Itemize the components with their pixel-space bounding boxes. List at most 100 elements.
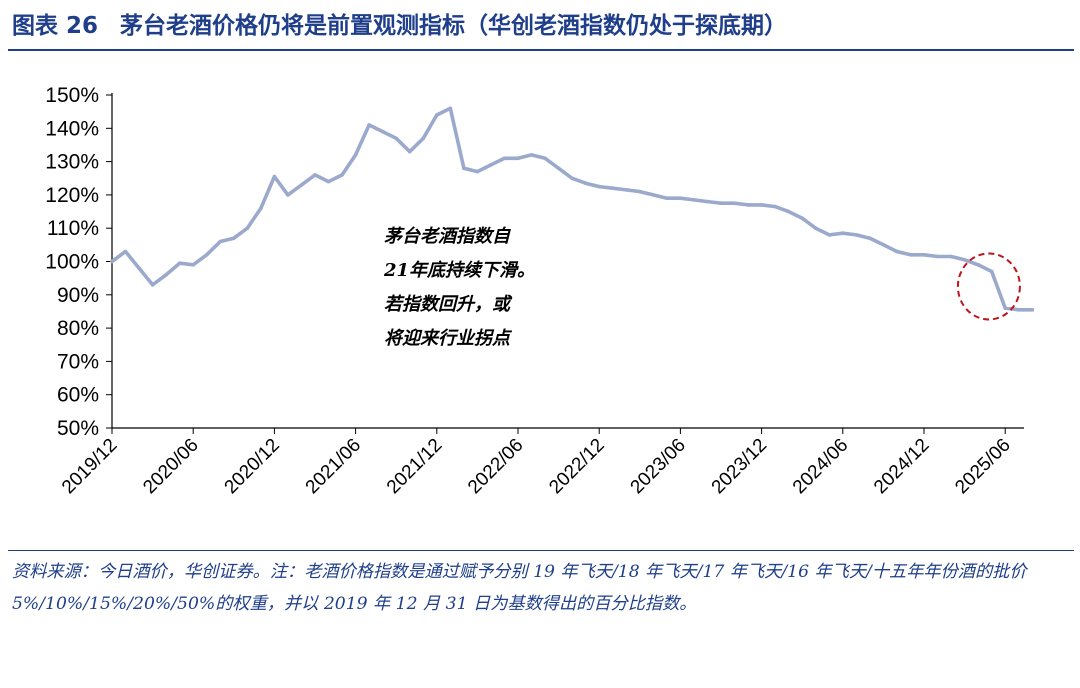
- y-tick-label: 120%: [45, 184, 99, 207]
- source-note: 资料来源：今日酒价，华创证券。注：老酒价格指数是通过赋予分别 19 年飞天/18…: [12, 562, 1027, 614]
- x-tick-label: 2020/12: [221, 435, 284, 498]
- data-point: [976, 263, 980, 267]
- data-point: [259, 206, 263, 210]
- data-point: [380, 129, 385, 134]
- data-point: [516, 156, 520, 161]
- data-point: [949, 254, 953, 259]
- x-tick-label: 2021/12: [383, 435, 446, 498]
- data-point: [962, 258, 967, 262]
- data-point: [624, 188, 629, 192]
- y-tick-label: 110%: [47, 217, 99, 240]
- data-point: [326, 179, 331, 184]
- data-point: [123, 249, 128, 254]
- y-tick-label: 130%: [45, 151, 99, 174]
- data-point: [854, 233, 859, 237]
- data-point: [286, 193, 290, 197]
- data-point: [245, 226, 250, 230]
- x-tick-label: 2019/12: [58, 435, 121, 498]
- annotation-line: 茅台老酒指数自: [384, 226, 511, 247]
- data-point: [448, 106, 453, 111]
- y-tick-label: 60%: [57, 384, 99, 407]
- data-point: [502, 156, 507, 161]
- data-point: [692, 198, 696, 202]
- data-point: [868, 236, 872, 240]
- data-point: [583, 181, 588, 185]
- data-point: [638, 189, 642, 194]
- annotation-line: 21年底持续下滑。: [383, 260, 535, 281]
- highlight-circle: [956, 252, 1021, 321]
- data-point: [1003, 306, 1007, 310]
- data-point: [462, 166, 466, 171]
- data-point: [841, 231, 845, 235]
- data-point: [313, 173, 317, 177]
- data-point: [705, 199, 710, 204]
- data-point: [204, 253, 209, 257]
- annotation-line: 若指数回升，或: [384, 294, 513, 315]
- y-tick-label: 80%: [57, 317, 99, 340]
- data-point: [678, 196, 683, 200]
- x-tick-label: 2024/12: [870, 435, 933, 498]
- data-point: [556, 166, 561, 171]
- data-point: [150, 283, 155, 287]
- data-point: [299, 183, 304, 187]
- data-point: [651, 193, 656, 197]
- data-point: [773, 204, 777, 209]
- data-point: [1030, 308, 1035, 312]
- figure-number: 26: [66, 13, 99, 39]
- data-point: [989, 269, 994, 274]
- data-point: [759, 203, 764, 207]
- x-tick-label: 2022/12: [545, 435, 608, 498]
- data-point: [908, 253, 913, 257]
- source-rule: [8, 550, 1074, 551]
- x-tick-label: 2022/06: [464, 435, 527, 498]
- x-tick-label: 2020/06: [139, 435, 202, 498]
- data-point: [935, 254, 940, 259]
- data-point: [421, 136, 426, 141]
- line-chart: 50%60%70%80%90%100%110%120%130%140%150% …: [45, 84, 1035, 498]
- y-tick-label: 150%: [45, 84, 99, 107]
- x-tick-label: 2025/06: [951, 435, 1014, 498]
- data-point: [137, 266, 141, 270]
- data-point: [570, 176, 574, 181]
- y-tick-label: 90%: [57, 284, 99, 307]
- data-point: [895, 249, 899, 254]
- x-tick-label: 2023/12: [708, 435, 771, 498]
- data-point: [407, 149, 412, 154]
- data-point: [435, 113, 439, 117]
- data-point: [353, 153, 358, 157]
- y-tick-label: 100%: [45, 251, 99, 274]
- x-tick-label: 2023/06: [627, 435, 690, 498]
- data-point: [110, 259, 114, 264]
- data-point: [177, 261, 182, 265]
- data-point: [827, 233, 832, 237]
- data-point: [719, 201, 723, 205]
- data-point: [272, 174, 277, 179]
- y-axis: 50% 60% 70% 80% 90% 100% 110% 120% 130% 140% 150%: [45, 84, 113, 440]
- y-tick-label: 70%: [57, 350, 99, 373]
- data-point: [800, 216, 804, 220]
- data-point: [529, 153, 534, 157]
- data-point: [164, 273, 168, 277]
- data-point: [813, 226, 818, 230]
- plot-area: [110, 106, 1035, 321]
- figure-title: 图表 26 茅台老酒价格仍将是前置观测指标（华创老酒指数仍处于探底期）: [12, 6, 1068, 46]
- annotation-line: 将迎来行业拐点: [384, 328, 513, 349]
- figure-title-text: 茅台老酒价格仍将是前置观测指标（华创老酒指数仍处于探底期）: [120, 13, 788, 39]
- data-point: [746, 203, 750, 207]
- data-point: [543, 156, 547, 161]
- data-point: [597, 184, 601, 189]
- figure-label: 图表: [12, 13, 58, 39]
- data-point: [191, 263, 195, 267]
- data-point: [489, 163, 493, 167]
- data-point: [732, 201, 737, 205]
- data-point: [394, 136, 399, 141]
- data-point: [475, 169, 480, 174]
- data-point: [665, 196, 669, 200]
- x-tick-label: 2021/06: [302, 435, 365, 498]
- title-rule: [8, 49, 1074, 51]
- data-point: [367, 123, 371, 127]
- data-point: [218, 239, 223, 244]
- x-tick-label: 2024/06: [789, 435, 852, 498]
- data-point: [922, 253, 926, 257]
